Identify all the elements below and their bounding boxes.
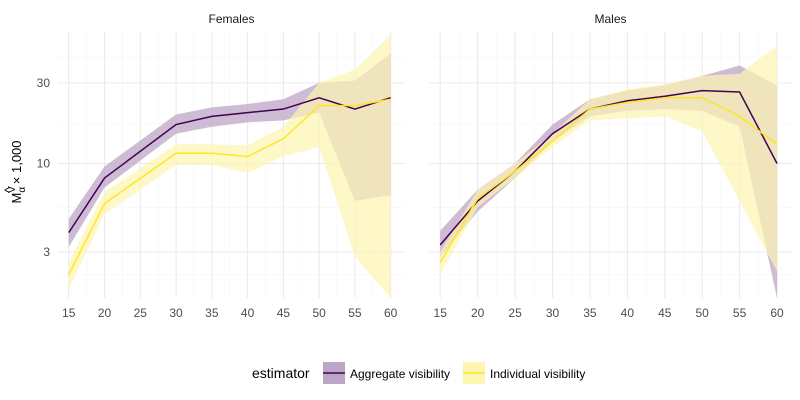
legend: estimator Aggregate visibility Individua… — [252, 362, 585, 384]
panel-title-males: Males — [594, 12, 626, 26]
y-axis-label-sub: α — [17, 187, 28, 193]
x-tick-label: 45 — [277, 306, 291, 320]
x-tick-label: 25 — [508, 306, 522, 320]
legend-key-aggregate — [323, 362, 345, 384]
x-tick-label: 55 — [733, 306, 747, 320]
x-tick-label: 60 — [384, 306, 398, 320]
legend-label-aggregate: Aggregate visibility — [350, 367, 450, 381]
y-axis-label-sup: V — [7, 186, 18, 193]
x-tick-label: 60 — [770, 306, 784, 320]
x-tick-label: 30 — [169, 306, 183, 320]
legend-title: estimator — [252, 365, 310, 381]
line-individual-females — [68, 98, 391, 275]
line-aggregate-males — [439, 89, 778, 246]
ribbon-individual-males — [440, 45, 778, 275]
x-tick-label: 20 — [471, 306, 485, 320]
legend-label-individual: Individual visibility — [490, 367, 585, 381]
legend-key-individual — [463, 362, 485, 384]
y-axis-label: MαV × 1,000 ^ — [2, 140, 28, 203]
panel-females: Females 15 20 25 30 35 40 45 50 55 60 3 10 30 — [37, 12, 405, 320]
y-axis-label-main: M — [9, 193, 24, 204]
panel-males: Males 15 20 25 30 35 40 45 50 55 60 — [429, 12, 792, 320]
y-axis-label-suffix: × 1,000 — [9, 140, 24, 184]
x-tick-label: 40 — [621, 306, 635, 320]
y-tick-label: 10 — [37, 157, 51, 171]
x-tick-label: 45 — [658, 306, 672, 320]
x-tick-label: 40 — [241, 306, 255, 320]
y-axis-label-hat: ^ — [2, 186, 17, 193]
x-tick-label: 15 — [62, 306, 76, 320]
y-tick-label: 3 — [43, 245, 50, 259]
x-tick-label: 35 — [583, 306, 597, 320]
x-tick-label: 35 — [205, 306, 219, 320]
x-tick-label: 50 — [312, 306, 326, 320]
x-tick-label: 15 — [434, 306, 448, 320]
x-tick-label: 25 — [134, 306, 148, 320]
x-tick-label: 20 — [98, 306, 112, 320]
y-tick-label: 30 — [37, 76, 51, 90]
line-individual-males — [439, 96, 778, 263]
x-tick-label: 55 — [348, 306, 362, 320]
panels-layer: Females 15 20 25 30 35 40 45 50 55 60 3 10 30 Males 15 2… — [37, 12, 792, 320]
svg-text:MαV× 1,000: MαV × 1,000 — [7, 140, 28, 203]
panel-title-females: Females — [208, 12, 254, 26]
x-tick-label: 50 — [696, 306, 710, 320]
x-tick-label: 30 — [546, 306, 560, 320]
